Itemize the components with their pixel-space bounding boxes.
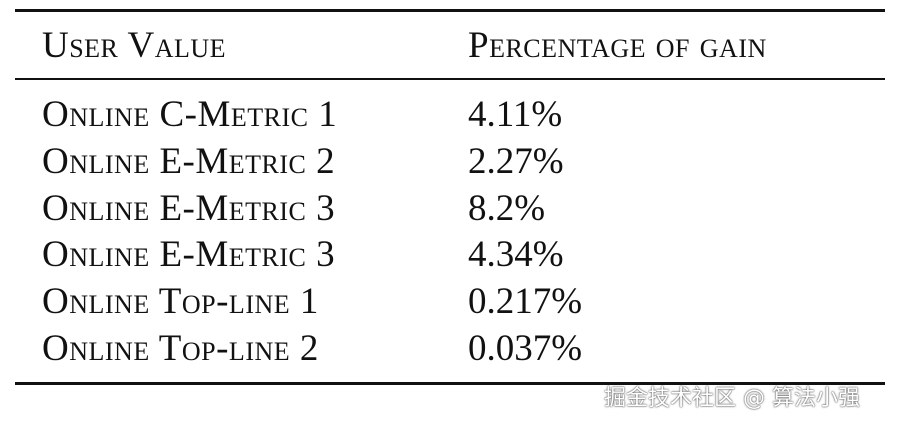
metric-cell: Online Top-line 1 bbox=[42, 281, 319, 323]
gain-cell: 0.037% bbox=[468, 328, 583, 369]
top-rule bbox=[15, 9, 885, 12]
header-cell: User Value bbox=[42, 25, 227, 66]
gain-cell: 8.2% bbox=[468, 187, 546, 229]
gain-cell: 0.217% bbox=[468, 281, 583, 323]
metric-cell: Online C-Metric 1 bbox=[42, 94, 338, 135]
gain-cell: 4.11% bbox=[468, 94, 563, 135]
gain-cell: 4.34% bbox=[468, 234, 564, 276]
metric-cell: Online E-Metric 3 bbox=[42, 187, 336, 229]
watermark: 掘金技术社区 @ 算法小强 bbox=[604, 386, 860, 411]
mid-rule bbox=[15, 78, 885, 80]
metric-cell: Online Top-line 2 bbox=[42, 328, 319, 369]
header-cell: Percentage of gain bbox=[468, 25, 767, 66]
metric-cell: Online E-Metric 3 bbox=[42, 234, 336, 276]
metric-cell: Online E-Metric 2 bbox=[42, 140, 336, 182]
bottom-rule bbox=[15, 382, 885, 385]
gain-cell: 2.27% bbox=[468, 140, 564, 182]
